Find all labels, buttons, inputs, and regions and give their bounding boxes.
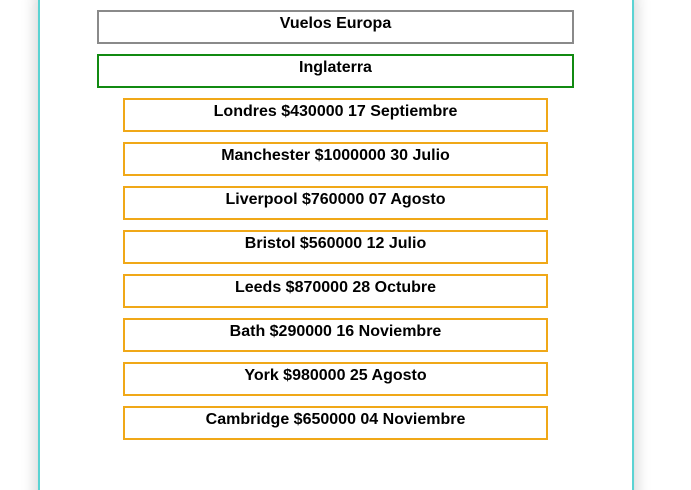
flight-item: Manchester $1000000 30 Julio [123, 142, 548, 176]
flight-item: Bristol $560000 12 Julio [123, 230, 548, 264]
flight-item-label: Leeds $870000 28 Octubre [234, 279, 436, 296]
flight-list: Londres $430000 17 Septiembre Manchester… [123, 98, 548, 450]
flight-item: Liverpool $760000 07 Agosto [123, 186, 548, 220]
flight-item: Bath $290000 16 Noviembre [123, 318, 548, 352]
flight-item-label: Londres $430000 17 Septiembre [213, 103, 458, 120]
flight-item-label: Manchester $1000000 30 Julio [221, 147, 450, 164]
flight-item-label: Bristol $560000 12 Julio [244, 235, 427, 252]
flight-item-label: Liverpool $760000 07 Agosto [225, 191, 446, 208]
flight-item: York $980000 25 Agosto [123, 362, 548, 396]
flight-item: Leeds $870000 28 Octubre [123, 274, 548, 308]
flight-item-label: York $980000 25 Agosto [244, 367, 427, 384]
flight-item: Cambridge $650000 04 Noviembre [123, 406, 548, 440]
country-heading-text: Inglaterra [299, 59, 372, 76]
flight-item-label: Cambridge $650000 04 Noviembre [205, 411, 466, 428]
content-card [38, 0, 634, 490]
flight-item: Londres $430000 17 Septiembre [123, 98, 548, 132]
page-title-text: Vuelos Europa [279, 15, 392, 32]
page-title: Vuelos Europa [97, 10, 574, 44]
flight-item-label: Bath $290000 16 Noviembre [229, 323, 442, 340]
country-heading: Inglaterra [97, 54, 574, 88]
